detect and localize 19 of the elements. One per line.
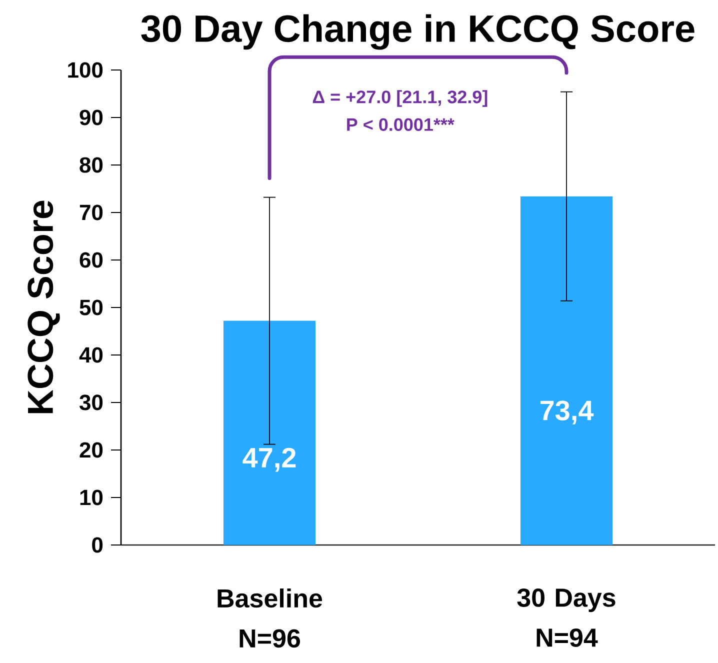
data-label: 73,4 [540,400,594,424]
data-label: 47,2 [242,448,296,472]
y-tick-label: 40 [79,347,103,363]
y-tick-label: 20 [80,442,103,458]
y-tick-label: 50 [80,300,103,316]
annotation: P < 0.0001*** [347,118,454,131]
y-tick-label: 0 [92,537,103,553]
y-tick-label: 80 [80,157,103,173]
chart-title: 30 Day Change in KCCQ Score [141,14,694,50]
y-tick-label: 60 [80,252,103,268]
annotation: Δ = +27.0 [21.1, 32.9] [312,90,488,107]
y-tick-label: 90 [80,110,103,126]
y-tick-label: 10 [80,490,103,506]
x-tick-label: 30 Days N=94 [517,588,616,647]
y-tick-label: 100 [68,62,103,78]
y-axis-title: KCCQ Score [28,200,60,414]
x-tick-label: Baseline N=96 [218,588,322,648]
y-tick-label: 30 [80,394,103,410]
y-tick-label: 70 [80,204,103,220]
